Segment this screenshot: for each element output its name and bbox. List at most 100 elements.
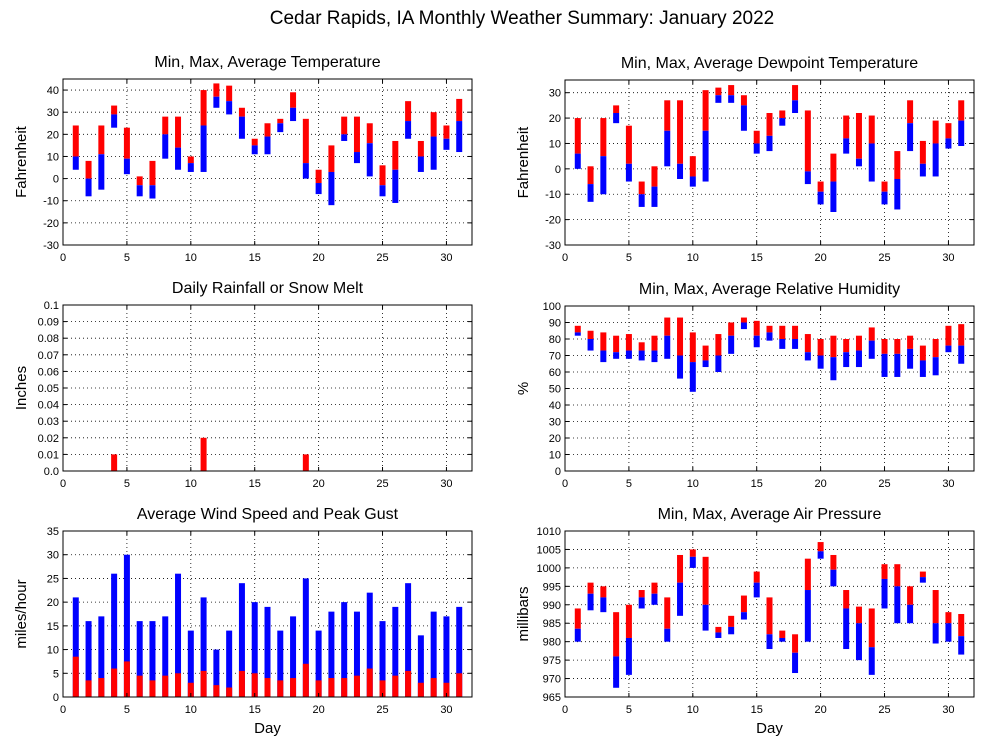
bar-avg-min-day-26 [894,586,901,624]
bar-speed-day-6 [136,675,143,697]
bar-max-avg-day-19 [302,118,309,164]
bar-avg-min-day-11 [702,130,709,182]
x-tick-label: 30 [942,478,954,490]
bar-avg-min-day-22 [843,608,850,650]
y-tick-label: 0.09 [38,317,59,329]
bar-avg-min-day-19 [804,171,811,185]
bar-avg-min-day-17 [779,637,786,642]
bar-max-avg-day-27 [907,100,914,124]
y-tick-label: 970 [543,674,561,686]
bar-gust-day-6 [136,621,143,697]
bar-gust-day-31 [456,606,463,697]
bar-avg-min-day-3 [600,156,607,195]
bar-avg-min-day-28 [919,577,926,583]
y-tick-label: 40 [549,400,561,412]
x-tick-label: 25 [376,704,388,716]
bar-avg-min-day-28 [919,163,926,177]
bar-gust-day-3 [98,616,105,697]
x-tick-label: 10 [687,478,699,490]
bar-max-avg-day-6 [638,181,645,195]
bar-speed-day-23 [353,675,360,697]
bar-avg-min-day-30 [945,138,952,149]
bar-gust-day-11 [200,597,207,697]
x-tick-label: 0 [562,704,568,716]
bar-avg-min-day-1 [574,628,581,642]
bar-speed-day-9 [175,673,182,697]
bar-gust-day-29 [430,611,437,697]
bar-max-avg-day-17 [277,118,284,124]
y-tick-label: 30 [47,107,59,119]
panel-title: Min, Max, Average Relative Humidity [639,281,900,298]
bar-gust-day-1 [72,597,79,697]
panel-title: Average Wind Speed and Peak Gust [137,506,399,523]
bar-max-avg-day-2 [587,166,594,185]
bar-rain-day-4 [111,454,118,471]
bar-max-avg-day-6 [638,590,645,598]
bar-max-avg-day-2 [587,582,594,594]
bar-gust-day-5 [123,554,130,697]
bar-speed-day-7 [149,680,156,697]
panel-title: Min, Max, Average Dewpoint Temperature [621,55,918,72]
x-tick-label: 15 [249,252,261,264]
bar-avg-min-day-20 [817,191,824,205]
bar-avg-min-day-25 [881,191,888,205]
panel-temperature: -30 -20 -10 0 10 20 30 40 0 5 10 15 20 25 30 Min, Max, … [13,54,473,264]
bar-max-avg-day-21 [328,145,335,172]
bar-avg-min-day-19 [302,163,309,179]
y-tick-label: 0.05 [38,383,59,395]
bar-max-avg-day-29 [932,339,939,358]
bar-speed-day-25 [379,680,386,697]
bar-avg-min-day-13 [226,101,233,115]
y-tick-label: 20 [47,129,59,141]
bar-max-avg-day-22 [341,116,348,135]
bar-max-avg-day-22 [843,115,850,139]
bar-gust-day-28 [417,635,424,697]
bar-avg-min-day-23 [353,152,360,164]
bar-avg-min-day-30 [443,138,450,150]
bar-avg-min-day-24 [868,647,875,675]
x-tick-label: 15 [751,252,763,264]
x-axis-label: Day [756,720,783,737]
bar-gust-day-21 [328,611,335,697]
bar-avg-min-day-27 [907,604,914,624]
bar-max-avg-day-29 [932,120,939,144]
bar-gust-day-10 [187,630,194,697]
bar-speed-day-28 [417,682,424,697]
bar-max-avg-day-8 [664,100,671,131]
bar-avg-min-day-5 [123,158,130,175]
bar-avg-min-day-3 [600,597,607,613]
x-tick-label: 5 [626,704,632,716]
panel-title: Daily Rainfall or Snow Melt [172,280,364,297]
bar-avg-min-day-10 [689,556,696,568]
bar-avg-min-day-4 [613,352,620,359]
bar-avg-min-day-15 [251,145,258,155]
x-tick-label: 10 [687,252,699,264]
y-axis-label: Inches [13,366,30,410]
bar-max-avg-day-11 [702,556,709,605]
bar-max-avg-day-9 [677,317,684,356]
y-tick-label: -30 [545,240,561,252]
bar-gust-day-25 [379,621,386,697]
bar-max-avg-day-10 [187,156,194,164]
bar-speed-day-26 [392,675,399,697]
bar-avg-min-day-2 [587,593,594,611]
y-tick-label: 0.02 [38,433,59,445]
figure-title: Cedar Rapids, IA Monthly Weather Summary… [270,8,774,29]
bar-max-avg-day-18 [792,325,799,339]
y-tick-label: 5 [53,668,59,680]
y-tick-label: 985 [543,618,561,630]
x-tick-label: 0 [60,252,66,264]
bar-avg-min-day-30 [945,345,952,353]
bar-avg-min-day-23 [855,350,862,368]
x-tick-label: 0 [562,478,568,490]
bar-max-avg-day-9 [677,100,684,164]
bar-max-avg-day-23 [353,116,360,153]
bar-max-avg-day-18 [290,92,297,108]
bar-max-avg-day-21 [830,335,837,358]
x-tick-label: 25 [376,252,388,264]
y-axis-label: millibars [515,586,532,641]
bar-max-avg-day-30 [945,123,952,139]
panel-wind: 0 5 10 15 20 25 30 35 0 5 10 15 20 25 30 Average Wind S… [13,506,473,737]
bar-avg-min-day-16 [766,135,773,152]
bar-gust-day-19 [302,578,309,697]
